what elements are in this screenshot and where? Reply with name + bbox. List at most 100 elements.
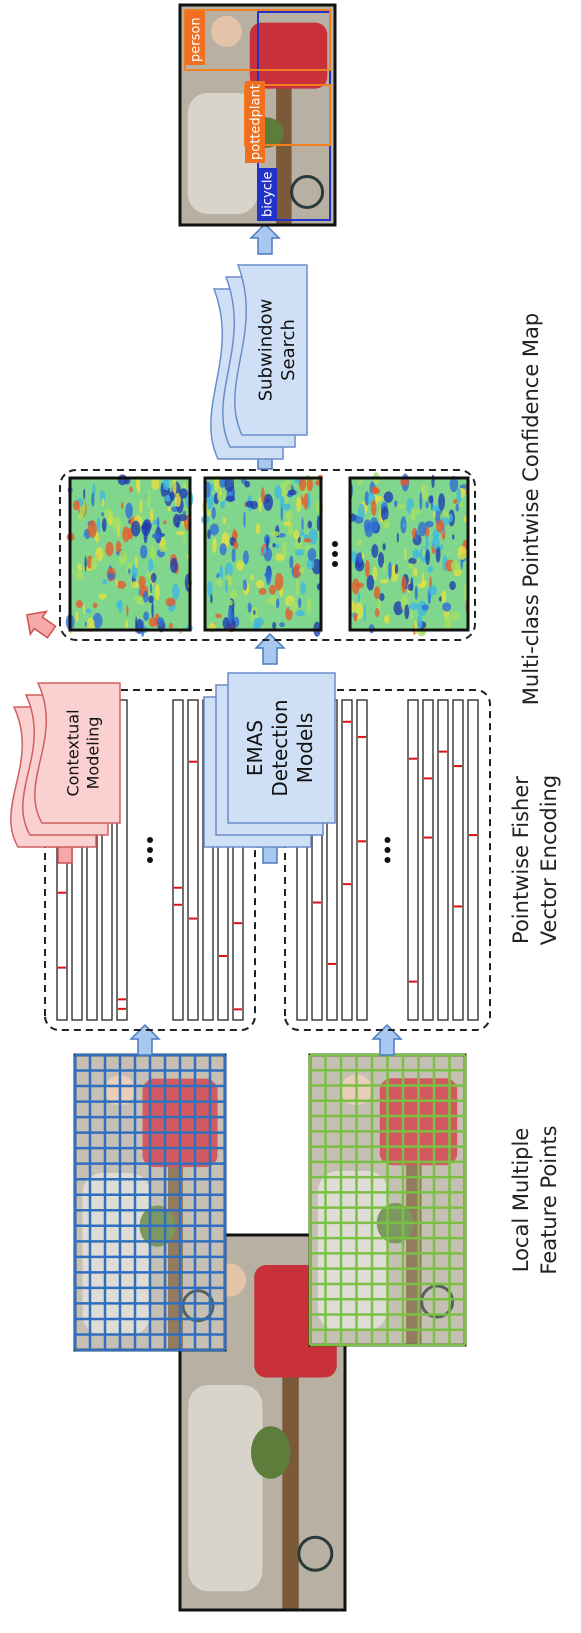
map-blob: [374, 586, 380, 599]
map-blob: [140, 545, 147, 559]
map-blob: [75, 571, 84, 580]
plant: [251, 1426, 291, 1479]
map-blob: [452, 534, 454, 540]
arrow-shape: [256, 634, 284, 664]
map-blob: [105, 542, 113, 557]
map-blob: [275, 573, 284, 591]
map-blob: [296, 496, 301, 511]
map-blob: [112, 517, 122, 530]
person: [250, 23, 328, 89]
feature-grid: [75, 1055, 225, 1350]
map-blob: [274, 485, 281, 499]
map-blob: [283, 521, 291, 526]
ellipsis-dot: [147, 847, 153, 853]
map-blob: [131, 521, 140, 537]
map-blob: [384, 491, 394, 502]
map-blob: [101, 498, 104, 506]
map-blob: [417, 615, 423, 629]
map-blob: [155, 584, 160, 600]
map-blob: [410, 577, 413, 591]
map-blob: [382, 543, 385, 550]
map-blob: [78, 512, 83, 520]
map-blob: [279, 622, 285, 627]
box-label: Contextual: [64, 709, 83, 796]
map-blob: [163, 520, 166, 524]
map-blob: [371, 500, 376, 516]
map-blob: [308, 520, 313, 528]
fisher-label: Vector Encoding: [537, 775, 561, 945]
map-blob: [76, 611, 79, 622]
map-blob: [207, 529, 211, 539]
map-blob: [419, 492, 422, 510]
map-blob: [93, 603, 98, 609]
map-blob: [170, 492, 175, 502]
box-label: Search: [278, 319, 299, 381]
page: {"labels": {"feature_points": ["Local Mu…: [0, 0, 581, 1629]
map-blob: [365, 560, 370, 578]
map-blob: [299, 567, 304, 574]
confidence-map-label: Multi-class Pointwise Confidence Map: [519, 313, 543, 705]
map-blob: [169, 623, 173, 629]
map-blob: [148, 558, 153, 573]
map-blob: [358, 552, 362, 564]
map-blob: [298, 598, 301, 608]
map-blob: [179, 488, 188, 498]
map-blob: [254, 618, 256, 630]
vector-bar: [453, 700, 463, 1020]
map-blob: [272, 622, 276, 629]
map-blob: [404, 604, 409, 619]
map-blob: [91, 557, 98, 570]
map-blob: [129, 486, 133, 492]
map-blob: [119, 549, 127, 564]
map-blob: [116, 541, 121, 553]
map-blob: [219, 487, 221, 496]
map-blob: [128, 568, 131, 574]
map-blob: [91, 493, 94, 507]
map-blob: [159, 545, 167, 552]
map-blob: [117, 525, 119, 538]
map-blob: [395, 564, 398, 574]
map-blob: [248, 602, 252, 612]
feature-grid: [310, 1055, 465, 1345]
map-blob: [354, 613, 357, 622]
confidence-map: [201, 475, 323, 637]
box-label: Detection: [268, 699, 292, 796]
map-blob: [126, 605, 128, 616]
map-blob: [301, 517, 303, 530]
confidence-map: [66, 474, 193, 637]
map-blob: [457, 546, 466, 560]
vector-bar: [423, 700, 433, 1020]
map-blob: [183, 537, 185, 545]
map-blob: [357, 592, 360, 603]
vector-bar: [468, 700, 478, 1020]
map-blob: [102, 579, 107, 584]
map-blob: [86, 609, 92, 614]
map-blob: [286, 510, 293, 521]
map-blob: [141, 524, 150, 530]
map-blob: [442, 602, 451, 611]
map-blob: [289, 600, 298, 611]
map-blob: [246, 501, 254, 508]
map-blob: [304, 493, 309, 510]
map-blob: [243, 579, 247, 590]
map-blob: [256, 524, 261, 535]
arrow: [19, 603, 60, 643]
map-blob: [275, 553, 285, 561]
ellipsis-dot: [147, 857, 153, 863]
map-blob: [439, 545, 443, 551]
map-blob: [183, 483, 186, 488]
map-blob: [413, 568, 418, 577]
ellipsis-dot: [332, 551, 338, 557]
ellipsis-dot: [332, 561, 338, 567]
det-label: bicycle: [261, 172, 276, 217]
map-blob: [396, 504, 405, 509]
stacked-box: EMASDetectionModels: [204, 673, 335, 847]
map-blob: [170, 558, 178, 573]
map-blob: [422, 547, 425, 557]
map-blob: [403, 523, 405, 528]
map-blob: [425, 549, 430, 565]
map-blob: [118, 599, 122, 613]
vector-bar: [188, 700, 198, 1020]
